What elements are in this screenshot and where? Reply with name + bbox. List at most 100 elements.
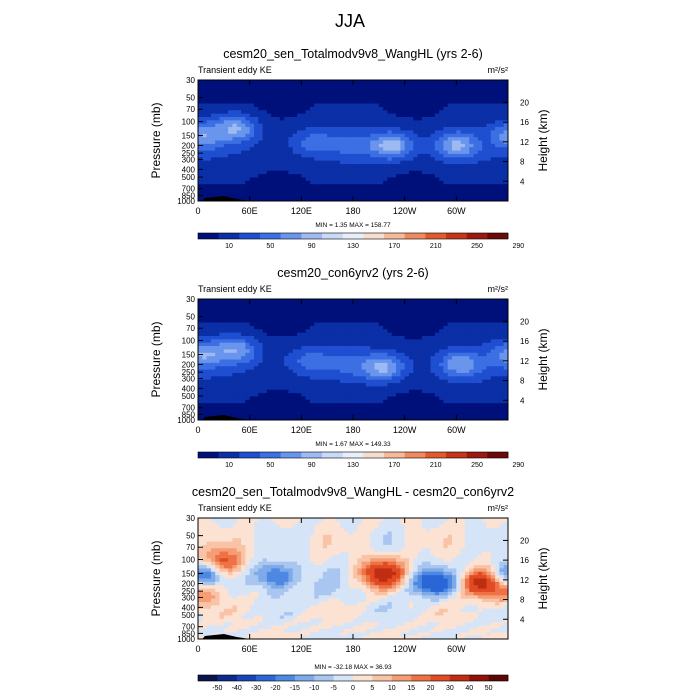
field-cell [503,393,509,397]
field-cell [434,335,440,340]
field-cell [387,110,393,115]
field-cell [223,80,229,84]
field-cell [215,150,220,155]
field-cell [219,349,225,354]
field-cell [439,393,444,397]
field-cell [503,302,509,307]
field-cell [198,150,203,155]
field-cell [297,396,302,401]
field-cell [314,106,319,111]
field-cell [404,309,410,313]
field-cell [245,369,251,374]
field-cell [413,116,418,121]
field-cell [378,167,384,172]
field-cell [348,167,354,172]
field-cell [357,362,363,367]
field-cell [262,93,268,98]
field-cell [331,346,337,350]
field-cell [357,396,363,401]
field-cell [421,177,427,182]
field-cell [456,369,462,374]
field-cell [469,325,474,330]
field-cell [292,396,298,401]
field-cell [309,309,315,313]
field-cell [253,194,259,199]
field-cell [223,96,229,101]
field-cell [301,164,307,168]
field-cell [241,342,246,347]
field-cell [327,157,332,162]
field-cell [365,90,371,94]
field-cell [400,106,406,111]
field-cell [408,90,414,94]
field-cell [408,356,414,360]
field-cell [288,359,294,364]
field-cell [374,319,380,323]
field-cell [279,319,285,323]
field-cell [279,100,285,104]
field-cell [469,329,474,334]
field-cell [344,315,350,320]
field-cell [253,170,259,175]
field-cell [391,312,397,317]
field-cell [383,167,388,172]
field-cell [228,302,233,307]
field-cell [408,393,414,397]
field-cell [340,157,345,162]
field-cell [288,180,294,185]
field-cell [426,93,431,98]
field-cell [219,389,225,394]
field-cell [447,120,453,125]
field-cell [495,157,500,162]
field-cell [206,379,212,384]
field-cell [383,147,388,151]
field-cell [305,194,311,199]
field-cell [439,190,444,195]
field-cell [258,319,263,323]
field-cell [400,180,406,185]
field-cell [430,180,436,185]
field-cell [374,90,380,94]
field-cell [473,332,479,337]
field-cell [275,120,281,125]
field-cell [383,103,388,108]
field-cell [391,167,397,172]
field-cell [357,342,363,347]
field-cell [232,167,238,172]
field-cell [318,147,324,151]
field-cell [340,167,345,172]
field-cell [297,403,302,407]
field-cell [288,352,294,357]
field-cell [365,309,371,313]
field-cell [404,346,410,350]
field-cell [258,356,263,360]
field-cell [460,190,466,195]
field-cell [202,116,208,121]
field-cell [490,329,496,334]
field-cell [249,80,255,84]
field-cell [322,299,328,303]
field-cell [361,167,367,172]
field-cell [370,90,375,94]
field-cell [348,359,354,364]
field-cell [486,164,492,168]
field-cell [314,184,319,188]
field-cell [202,177,208,182]
field-cell [206,110,212,115]
field-cell [464,90,470,94]
field-cell [387,174,393,178]
field-cell [469,110,474,115]
field-cell [374,403,380,407]
field-cell [365,362,371,367]
field-cell [378,305,384,310]
field-cell [452,396,457,401]
field-cell [202,174,208,178]
field-cell [322,315,328,320]
field-cell [426,329,431,334]
field-cell [486,170,492,175]
field-cell [396,103,401,108]
field-cell [439,80,444,84]
field-cell [279,309,285,313]
field-cell [292,150,298,155]
field-cell [314,315,319,320]
